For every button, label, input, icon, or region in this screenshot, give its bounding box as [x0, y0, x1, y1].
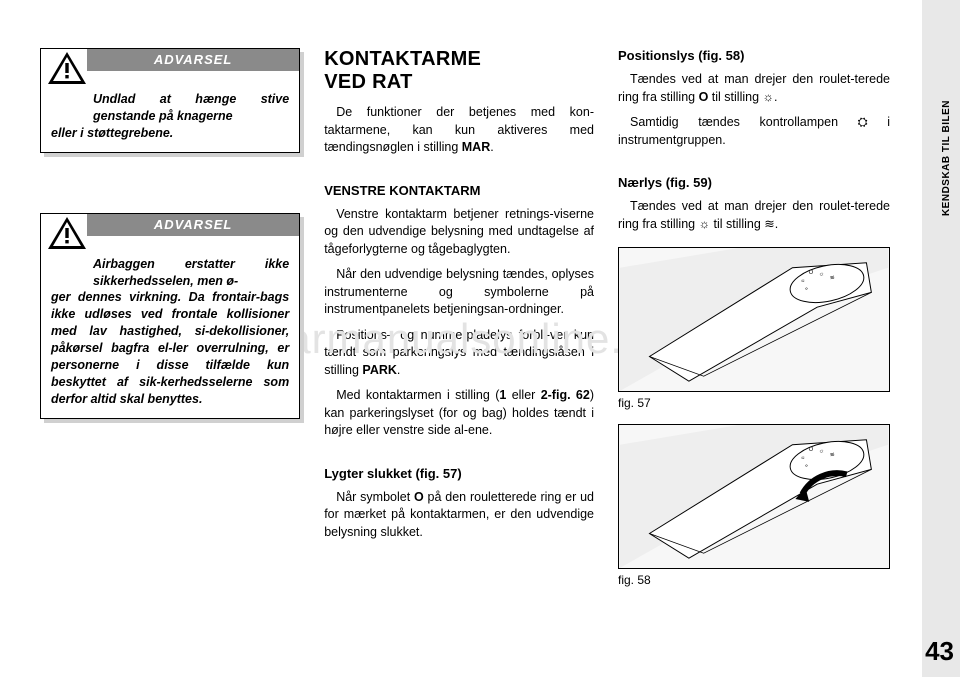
t-bold: MAR: [462, 140, 490, 154]
figure-58: [618, 424, 890, 569]
t: til stilling: [708, 90, 762, 104]
sun-icon: ☼: [763, 90, 774, 104]
warning-header-label: ADVARSEL: [87, 49, 299, 71]
t-bold: PARK: [362, 363, 397, 377]
t: Når symbolet: [336, 490, 414, 504]
para: Tændes ved at man drejer den roulet-tere…: [618, 71, 890, 106]
t: .: [397, 363, 400, 377]
warning-body-rest: eller i støttegrebene.: [51, 125, 289, 142]
warning-inner: ADVARSEL Undlad at hænge stive genstande…: [40, 48, 300, 153]
warning-inner: ADVARSEL Airbaggen erstatter ikke sikker…: [40, 213, 300, 419]
para: Samtidig tændes kontrollampen ⛭ i instru…: [618, 114, 890, 149]
t: .: [490, 140, 493, 154]
t-bold: O: [699, 90, 709, 104]
page-number: 43: [925, 636, 954, 667]
para: Tændes ved at man drejer den roulet-tere…: [618, 198, 890, 233]
warning-body-first: Undlad at hænge stive genstande på knage…: [51, 91, 289, 125]
side-tab: KENDSKAB TIL BILEN 43: [922, 0, 960, 677]
t: .: [775, 217, 778, 231]
section-label: KENDSKAB TIL BILEN: [941, 100, 952, 216]
subheading: VENSTRE KONTAKTARM: [324, 183, 594, 198]
column-left: ADVARSEL Undlad at hænge stive genstande…: [40, 48, 300, 657]
column-right: Positionslys (fig. 58) Tændes ved at man…: [618, 48, 890, 657]
para: Med kontaktarmen i stilling (1 eller 2-f…: [324, 387, 594, 440]
lowbeam-icon: ≋: [764, 217, 774, 231]
warning-box-1: ADVARSEL Undlad at hænge stive genstande…: [40, 48, 300, 153]
subheading: Lygter slukket (fig. 57): [324, 466, 594, 481]
warning-body-first: Airbaggen erstatter ikke sikkerhedsselen…: [51, 256, 289, 290]
warning-body-rest: ger dennes virkning. Da frontair-bags ik…: [51, 289, 289, 407]
para: Positions– og nummerpladelys forbli-ver …: [324, 327, 594, 380]
t: .: [774, 90, 777, 104]
title-line1: KONTAKTARME: [324, 48, 481, 70]
warning-body: Undlad at hænge stive genstande på knage…: [51, 91, 289, 142]
warning-box-2: ADVARSEL Airbaggen erstatter ikke sikker…: [40, 213, 300, 419]
figure-caption: fig. 57: [618, 396, 890, 410]
para: Venstre kontaktarm betjener retnings-vis…: [324, 206, 594, 259]
t-bold: 2-fig. 62: [541, 388, 590, 402]
figure-57: O ☼ ≋ ≈ ⚬: [618, 247, 890, 392]
t: Med kontaktarmen i stilling (: [336, 388, 499, 402]
warning-header: ADVARSEL: [41, 49, 299, 85]
lamp-icon: ⛭: [858, 115, 868, 129]
subheading: Nærlys (fig. 59): [618, 175, 890, 190]
warning-triangle-icon: [47, 51, 87, 85]
t-bold: O: [414, 490, 424, 504]
figure-caption: fig. 58: [618, 573, 890, 587]
t: til stilling: [710, 217, 764, 231]
sun-icon: ☼: [699, 217, 710, 231]
warning-triangle-icon: [47, 216, 87, 250]
column-middle: KONTAKTARME VED RAT De funktioner der be…: [324, 48, 594, 657]
title-line2: VED RAT: [324, 71, 412, 93]
warning-header-label: ADVARSEL: [87, 214, 299, 236]
warning-header: ADVARSEL: [41, 214, 299, 250]
section-title: KONTAKTARME VED RAT: [324, 48, 594, 94]
t: Samtidig tændes kontrollampen: [630, 115, 858, 129]
para: Når den udvendige belysning tændes, oply…: [324, 266, 594, 319]
warning-body: Airbaggen erstatter ikke sikkerhedsselen…: [51, 256, 289, 408]
subheading: Positionslys (fig. 58): [618, 48, 890, 63]
page: carmanualsonline.info ADVARSEL Undlad at…: [0, 0, 960, 677]
para: De funktioner der betjenes med kon-takta…: [324, 104, 594, 157]
t: De funktioner der betjenes med kon-takta…: [324, 105, 594, 154]
main-columns: ADVARSEL Undlad at hænge stive genstande…: [0, 0, 910, 677]
para: Når symbolet O på den rouletterede ring …: [324, 489, 594, 542]
t: eller: [506, 388, 540, 402]
